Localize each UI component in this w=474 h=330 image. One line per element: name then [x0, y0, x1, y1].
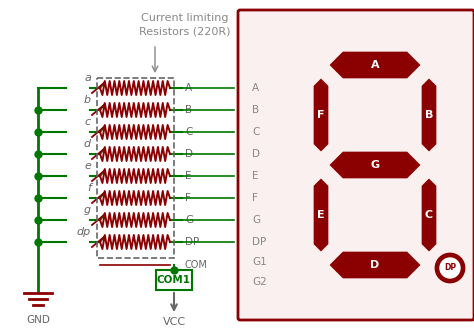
Text: DP: DP	[185, 237, 199, 247]
Polygon shape	[330, 52, 420, 78]
Text: G: G	[185, 215, 193, 225]
Text: a: a	[84, 73, 91, 83]
Text: F: F	[252, 193, 258, 203]
Text: A: A	[371, 60, 379, 70]
Bar	[97, 78, 174, 258]
Text: A: A	[252, 83, 259, 93]
Text: GND: GND	[26, 315, 50, 325]
Text: G: G	[371, 160, 380, 170]
Text: D: D	[185, 149, 193, 159]
Text: C: C	[425, 210, 433, 220]
Text: d: d	[84, 139, 91, 149]
Text: dp: dp	[77, 227, 91, 237]
Polygon shape	[314, 79, 328, 151]
Text: DP: DP	[252, 237, 266, 247]
Text: B: B	[425, 110, 433, 120]
FancyBboxPatch shape	[238, 10, 474, 320]
Text: e: e	[84, 161, 91, 171]
Text: b: b	[84, 95, 91, 105]
Text: G: G	[252, 215, 260, 225]
Text: D: D	[252, 149, 260, 159]
Text: COM: COM	[185, 260, 208, 270]
Polygon shape	[422, 79, 436, 151]
Text: C: C	[252, 127, 259, 137]
Polygon shape	[330, 252, 420, 278]
Polygon shape	[314, 179, 328, 251]
Text: F: F	[317, 110, 325, 120]
Text: F: F	[185, 193, 191, 203]
Text: Current limiting: Current limiting	[141, 13, 229, 23]
Text: COM1: COM1	[157, 275, 191, 285]
Text: G2: G2	[252, 277, 267, 287]
Text: G1: G1	[252, 257, 267, 267]
Text: B: B	[252, 105, 259, 115]
Text: B: B	[185, 105, 192, 115]
Text: E: E	[185, 171, 191, 181]
Text: D: D	[370, 260, 380, 270]
Circle shape	[440, 258, 460, 278]
Circle shape	[436, 254, 464, 282]
Polygon shape	[330, 152, 420, 178]
Text: f: f	[87, 183, 91, 193]
Text: A: A	[185, 83, 192, 93]
Text: DP: DP	[444, 263, 456, 273]
Text: c: c	[85, 117, 91, 127]
Text: C: C	[185, 127, 192, 137]
Text: VCC: VCC	[163, 317, 185, 327]
Text: E: E	[317, 210, 325, 220]
Text: Resistors (220R): Resistors (220R)	[139, 27, 231, 37]
Text: E: E	[252, 171, 258, 181]
Text: g: g	[84, 205, 91, 215]
Polygon shape	[422, 179, 436, 251]
